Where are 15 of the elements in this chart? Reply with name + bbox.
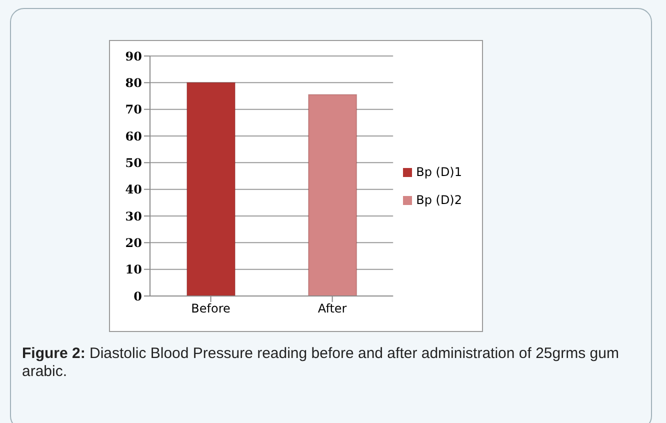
- y-tick-label: 30: [125, 209, 142, 224]
- y-tick-label: 90: [125, 49, 142, 64]
- y-tick-label: 80: [125, 76, 142, 90]
- x-tick-label: Before: [191, 302, 230, 316]
- legend-label: Bp (D)2: [416, 193, 462, 207]
- x-tick-label: After: [318, 302, 347, 316]
- y-tick-label: 0: [134, 289, 142, 304]
- y-tick-label: 50: [125, 156, 142, 170]
- y-tick-label: 70: [125, 102, 142, 117]
- y-tick-label: 40: [125, 182, 142, 197]
- y-tick-label: 20: [125, 236, 142, 250]
- text: Figure 2: Diastolic Blood Pressure reading before and after administration of 25grms gum arabic.: [22, 345, 619, 380]
- y-tick-label: 10: [125, 262, 142, 277]
- y-tick-label: 60: [125, 129, 142, 144]
- legend-label: Bp (D)1: [416, 165, 462, 179]
